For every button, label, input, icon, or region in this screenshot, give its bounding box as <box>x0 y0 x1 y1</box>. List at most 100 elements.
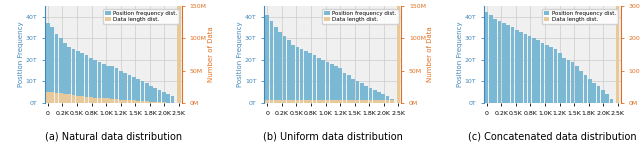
Bar <box>84 55 88 103</box>
Bar <box>386 96 390 103</box>
Bar <box>605 94 609 103</box>
Title: (b) Uniform data distribution: (b) Uniform data distribution <box>263 132 403 142</box>
Bar <box>46 23 50 103</box>
Bar <box>308 53 312 103</box>
Bar <box>596 86 600 103</box>
Bar <box>541 42 545 103</box>
Bar <box>390 99 394 103</box>
Bar <box>269 100 273 103</box>
Bar <box>369 100 372 103</box>
Bar <box>373 90 376 103</box>
Bar <box>149 86 153 103</box>
Bar <box>351 79 355 103</box>
Bar <box>84 97 88 103</box>
Bar <box>351 100 355 103</box>
Bar <box>278 32 282 103</box>
Bar <box>334 66 338 103</box>
Bar <box>381 94 385 103</box>
Bar <box>536 40 540 103</box>
Bar <box>515 30 518 103</box>
Bar <box>377 92 381 103</box>
Bar <box>360 83 364 103</box>
Bar <box>67 95 71 103</box>
Y-axis label: Number of Data: Number of Data <box>428 26 433 82</box>
Bar <box>554 49 557 103</box>
Bar <box>51 27 54 103</box>
Bar <box>278 100 282 103</box>
Bar <box>132 77 136 103</box>
Bar <box>330 100 333 103</box>
Bar <box>46 92 50 103</box>
Bar <box>592 83 596 103</box>
Bar <box>149 102 153 103</box>
Bar <box>364 100 368 103</box>
Bar <box>381 100 385 103</box>
Bar <box>493 19 497 103</box>
Bar <box>274 27 278 103</box>
Bar <box>528 36 531 103</box>
Bar <box>63 94 67 103</box>
Y-axis label: Position Frequency: Position Frequency <box>18 22 24 87</box>
Bar <box>115 68 118 103</box>
Bar <box>124 100 127 103</box>
Bar <box>287 100 291 103</box>
Bar <box>145 101 148 103</box>
Bar <box>154 102 157 103</box>
Y-axis label: Position Frequency: Position Frequency <box>237 22 243 87</box>
Bar <box>106 98 110 103</box>
Bar <box>532 38 536 103</box>
Bar <box>136 101 140 103</box>
Bar <box>343 73 346 103</box>
Bar <box>390 100 394 103</box>
Bar <box>266 100 269 103</box>
Bar <box>274 100 278 103</box>
Bar <box>343 100 346 103</box>
Bar <box>313 100 316 103</box>
Bar <box>111 99 114 103</box>
Bar <box>369 88 372 103</box>
Bar <box>291 100 295 103</box>
Bar <box>489 15 493 103</box>
Bar <box>511 27 515 103</box>
Bar <box>93 98 97 103</box>
Bar <box>111 66 114 103</box>
Bar <box>97 62 101 103</box>
Bar <box>373 100 376 103</box>
Bar <box>119 100 123 103</box>
Bar <box>269 21 273 103</box>
Bar <box>330 64 333 103</box>
Bar <box>287 40 291 103</box>
Bar <box>356 81 359 103</box>
Bar <box>498 21 501 103</box>
Bar <box>308 100 312 103</box>
Bar <box>115 99 118 103</box>
Bar <box>106 66 110 103</box>
Bar <box>304 100 308 103</box>
Bar <box>579 71 583 103</box>
Bar <box>89 58 93 103</box>
Bar <box>97 98 101 103</box>
Bar <box>162 92 166 103</box>
Bar <box>300 49 303 103</box>
Bar <box>102 64 106 103</box>
Legend: Position frequency dist., Data length dist.: Position frequency dist., Data length di… <box>103 9 179 24</box>
Bar <box>524 34 527 103</box>
Bar <box>296 47 299 103</box>
Bar <box>119 71 123 103</box>
Bar <box>397 6 400 103</box>
Legend: Position frequency dist., Data length dist.: Position frequency dist., Data length di… <box>541 9 618 24</box>
Bar <box>304 51 308 103</box>
Legend: Position frequency dist., Data length dist.: Position frequency dist., Data length di… <box>323 9 399 24</box>
Bar <box>296 100 299 103</box>
Bar <box>81 53 84 103</box>
Bar <box>558 53 561 103</box>
Title: (c) Concatenated data distribution: (c) Concatenated data distribution <box>468 132 637 142</box>
Bar <box>321 100 325 103</box>
Title: (a) Natural data distribution: (a) Natural data distribution <box>45 132 182 142</box>
Bar <box>127 100 131 103</box>
Bar <box>81 96 84 103</box>
Bar <box>601 90 605 103</box>
Bar <box>59 38 63 103</box>
Bar <box>562 58 566 103</box>
Bar <box>171 96 174 103</box>
